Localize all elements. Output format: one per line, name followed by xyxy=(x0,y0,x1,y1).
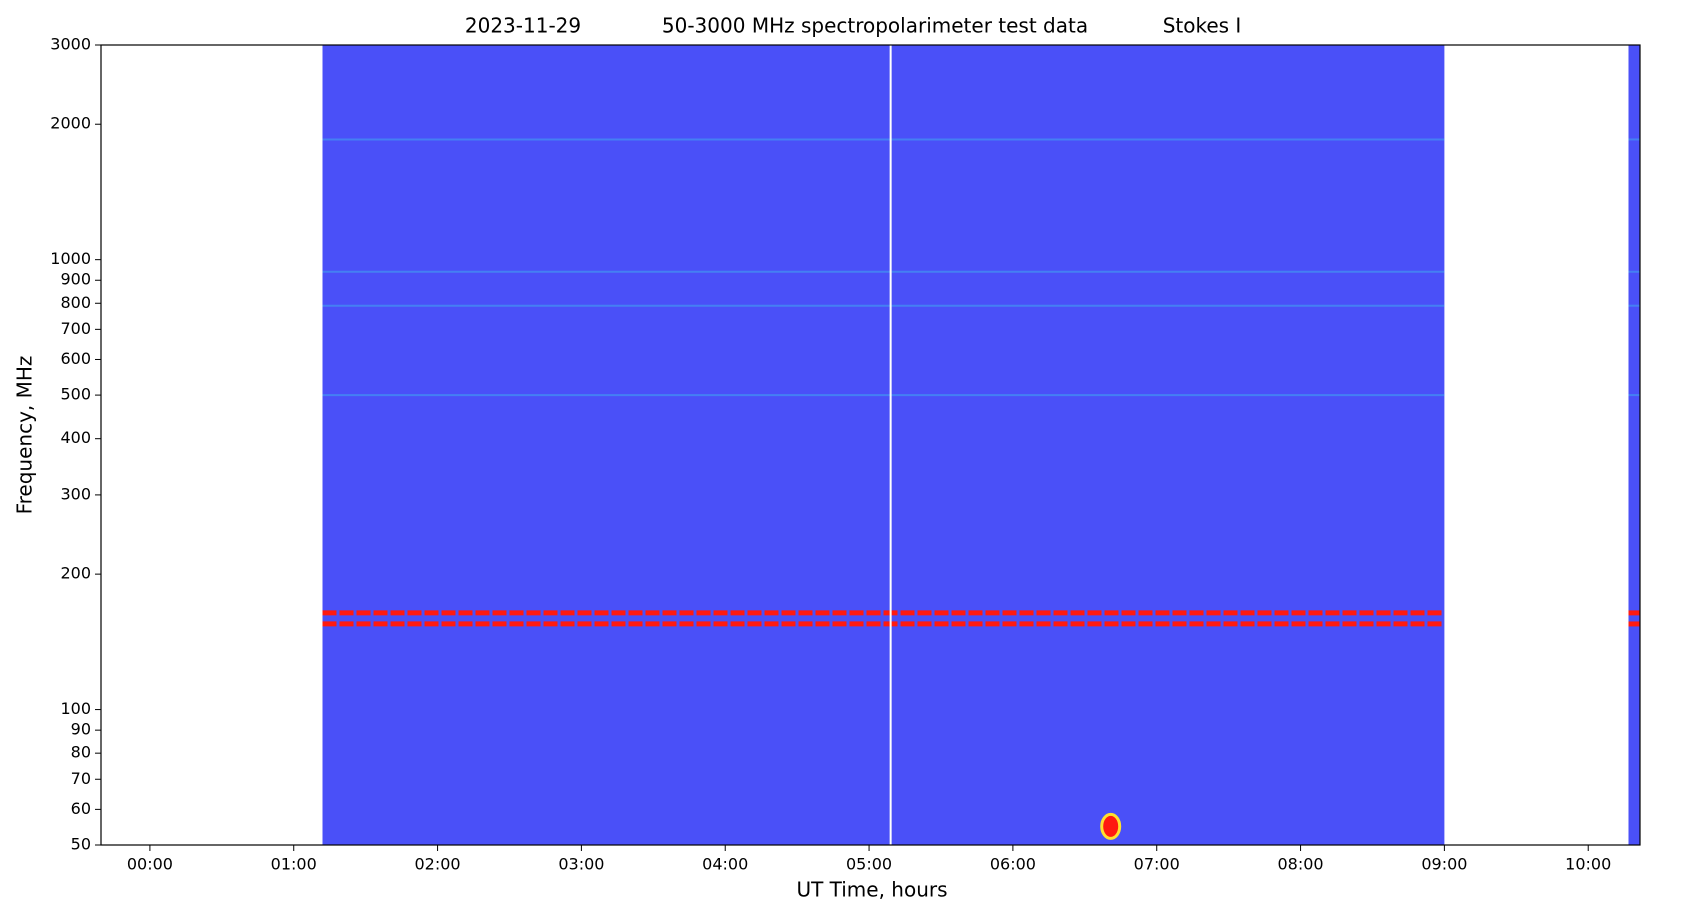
x-tick-label: 02:00 xyxy=(415,855,461,874)
x-tick-label: 10:00 xyxy=(1565,855,1611,874)
y-tick-label: 2000 xyxy=(50,114,91,133)
y-tick-label: 100 xyxy=(60,699,91,718)
plot-frame xyxy=(100,44,1641,846)
spectrogram-interval xyxy=(322,45,1445,845)
x-tick-label: 09:00 xyxy=(1421,855,1467,874)
chart-title-date: 2023-11-29 xyxy=(465,14,581,38)
y-tick-label: 400 xyxy=(60,428,91,447)
y-tick-label: 70 xyxy=(71,769,91,788)
x-tick-label: 08:00 xyxy=(1278,855,1324,874)
x-tick-label: 07:00 xyxy=(1134,855,1180,874)
y-tick-label: 3000 xyxy=(50,35,91,54)
x-axis-label: UT Time, hours xyxy=(796,878,947,902)
y-tick-label: 50 xyxy=(71,835,91,854)
y-tick-label: 60 xyxy=(71,799,91,818)
x-tick-label: 05:00 xyxy=(846,855,892,874)
y-axis-label: Frequency, MHz xyxy=(13,356,37,515)
x-tick-label: 04:00 xyxy=(702,855,748,874)
y-tick-label: 200 xyxy=(60,564,91,583)
y-tick-label: 900 xyxy=(60,270,91,289)
y-tick-label: 800 xyxy=(60,293,91,312)
y-tick-label: 500 xyxy=(60,385,91,404)
y-tick-label: 300 xyxy=(60,484,91,503)
y-tick-label: 90 xyxy=(71,720,91,739)
x-tick-label: 00:00 xyxy=(127,855,173,874)
y-tick-label: 700 xyxy=(60,319,91,338)
y-tick-label: 1000 xyxy=(50,249,91,268)
chart-title-stokes: Stokes I xyxy=(1163,14,1242,38)
x-tick-label: 01:00 xyxy=(271,855,317,874)
x-tick-label: 06:00 xyxy=(990,855,1036,874)
y-tick-label: 600 xyxy=(60,349,91,368)
spectrogram-interval xyxy=(1628,45,1640,845)
chart-title: 50-3000 MHz spectropolarimeter test data xyxy=(662,14,1088,38)
y-tick-label: 80 xyxy=(71,743,91,762)
x-tick-label: 03:00 xyxy=(558,855,604,874)
burst xyxy=(1100,812,1122,840)
